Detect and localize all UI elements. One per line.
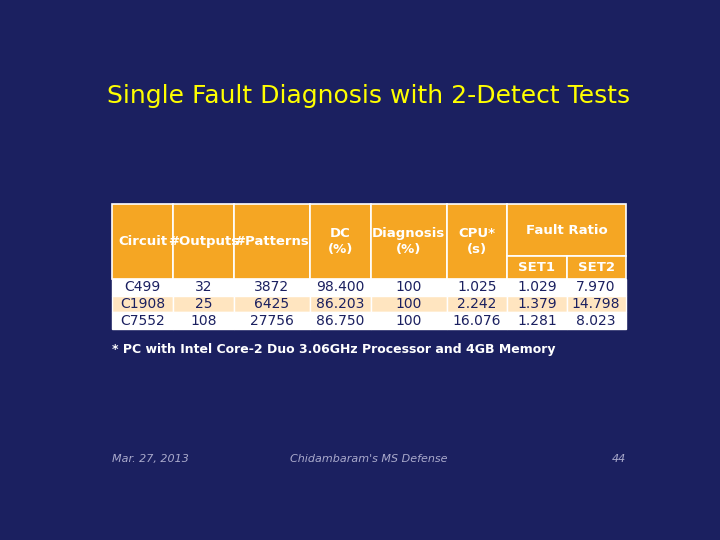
Bar	[567, 279, 626, 295]
Text: 100: 100	[395, 297, 422, 311]
Bar	[112, 204, 173, 279]
Bar	[508, 256, 567, 279]
Text: Mar. 27, 2013: Mar. 27, 2013	[112, 454, 189, 464]
Text: 1.379: 1.379	[517, 297, 557, 311]
Bar	[371, 204, 446, 279]
Bar	[371, 279, 446, 295]
Bar	[173, 295, 234, 312]
Text: 25: 25	[194, 297, 212, 311]
Bar	[446, 312, 508, 329]
Text: SET1: SET1	[518, 261, 555, 274]
Bar	[567, 256, 626, 279]
Bar	[112, 295, 173, 312]
Bar	[112, 312, 173, 329]
Text: Diagnosis
(%): Diagnosis (%)	[372, 227, 445, 256]
Text: 1.281: 1.281	[517, 314, 557, 328]
Bar	[310, 279, 371, 295]
Text: 6425: 6425	[254, 297, 289, 311]
Text: 86.203: 86.203	[316, 297, 364, 311]
Bar	[112, 279, 173, 295]
Text: #Outputs: #Outputs	[168, 235, 239, 248]
Bar	[234, 279, 310, 295]
Text: 100: 100	[395, 280, 422, 294]
Text: 27756: 27756	[250, 314, 294, 328]
Text: 8.023: 8.023	[576, 314, 616, 328]
Text: Chidambaram's MS Defense: Chidambaram's MS Defense	[290, 454, 448, 464]
Text: 86.750: 86.750	[316, 314, 364, 328]
Bar	[446, 295, 508, 312]
Bar	[567, 295, 626, 312]
Text: 32: 32	[194, 280, 212, 294]
Text: C499: C499	[125, 280, 161, 294]
Text: Circuit: Circuit	[118, 235, 167, 248]
Bar	[446, 279, 508, 295]
Bar	[173, 279, 234, 295]
Text: CPU*
(s): CPU* (s)	[459, 227, 495, 256]
Bar	[310, 295, 371, 312]
Text: 98.400: 98.400	[316, 280, 364, 294]
Bar	[371, 295, 446, 312]
Text: DC
(%): DC (%)	[328, 227, 353, 256]
Text: C1908: C1908	[120, 297, 165, 311]
Bar	[234, 204, 310, 279]
Text: 44: 44	[611, 454, 626, 464]
Text: 7.970: 7.970	[576, 280, 616, 294]
Bar	[310, 204, 371, 279]
Bar	[508, 312, 567, 329]
Text: #Patterns: #Patterns	[235, 235, 309, 248]
Bar	[508, 204, 626, 256]
Bar	[310, 312, 371, 329]
Text: 108: 108	[190, 314, 217, 328]
Text: C7552: C7552	[120, 314, 165, 328]
Bar	[173, 312, 234, 329]
Text: * PC with Intel Core-2 Duo 3.06GHz Processor and 4GB Memory: * PC with Intel Core-2 Duo 3.06GHz Proce…	[112, 343, 556, 356]
Text: SET2: SET2	[577, 261, 615, 274]
Text: 3872: 3872	[254, 280, 289, 294]
Bar	[508, 279, 567, 295]
Text: Single Fault Diagnosis with 2-Detect Tests: Single Fault Diagnosis with 2-Detect Tes…	[107, 84, 631, 107]
Bar	[567, 312, 626, 329]
Bar	[446, 204, 508, 279]
Text: 1.029: 1.029	[517, 280, 557, 294]
Text: 100: 100	[395, 314, 422, 328]
Text: 2.242: 2.242	[457, 297, 497, 311]
Bar	[234, 312, 310, 329]
Bar	[173, 204, 234, 279]
Text: 16.076: 16.076	[453, 314, 501, 328]
Text: 1.025: 1.025	[457, 280, 497, 294]
Bar	[234, 295, 310, 312]
Bar	[508, 295, 567, 312]
Text: Fault Ratio: Fault Ratio	[526, 224, 608, 237]
Text: 14.798: 14.798	[572, 297, 621, 311]
Bar	[371, 312, 446, 329]
